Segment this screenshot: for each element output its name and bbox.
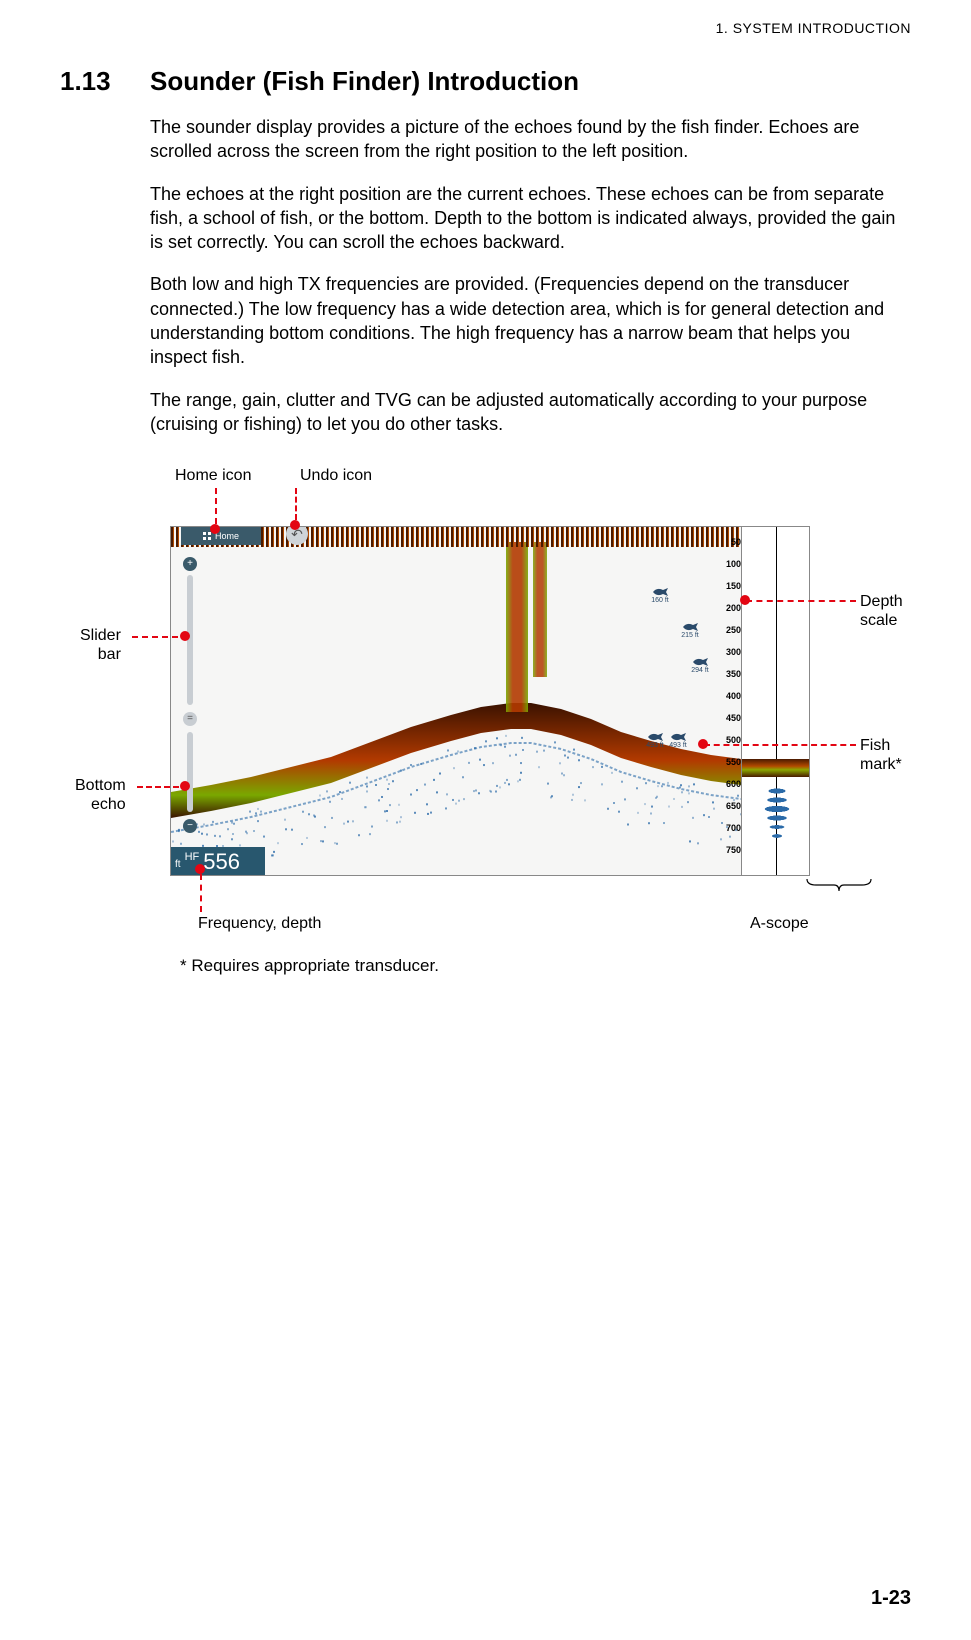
depth-value: 556: [203, 849, 240, 875]
callout-depth-scale: Depth scale: [860, 592, 903, 630]
depth-tick: 300: [726, 641, 741, 663]
leader-slider: [132, 636, 178, 638]
depth-scale: 5010015020025030035040045050055060065070…: [726, 531, 741, 861]
depth-tick: 400: [726, 685, 741, 707]
a-scope-panel: [741, 527, 810, 876]
callout-undo-icon: Undo icon: [300, 466, 372, 485]
a-scope-returns: [762, 785, 792, 845]
depth-tick: 550: [726, 751, 741, 773]
chapter-header: 1. SYSTEM INTRODUCTION: [60, 20, 911, 36]
depth-tick: 150: [726, 575, 741, 597]
leader-fish-mark: [704, 744, 856, 746]
a-scope-bottom-band: [742, 759, 810, 777]
fish-mark: 294 ft: [691, 657, 709, 674]
home-grid-icon: [203, 532, 211, 540]
sounder-screen[interactable]: Home + = − 50100150200250300350400450500…: [170, 526, 810, 876]
section-number: 1.13: [60, 66, 150, 97]
paragraph-3: Both low and high TX frequencies are pro…: [150, 272, 911, 369]
home-button[interactable]: Home: [181, 527, 261, 545]
slider-track-bottom[interactable]: [187, 732, 193, 812]
callout-a-scope: A-scope: [750, 914, 809, 933]
echo-canvas: [171, 527, 741, 876]
paragraph-4: The range, gain, clutter and TVG can be …: [150, 388, 911, 437]
frequency-mode: HF: [185, 851, 200, 863]
depth-tick: 500: [726, 729, 741, 751]
callout-home-icon: Home icon: [175, 466, 251, 485]
fish-mark: 493 ft: [669, 732, 687, 749]
depth-tick: 50: [726, 531, 741, 553]
home-label: Home: [215, 531, 239, 541]
zoom-in-button[interactable]: +: [183, 557, 197, 571]
leader-depth-scale: [746, 600, 856, 602]
slider-track-top[interactable]: [187, 575, 193, 705]
callout-bottom-echo: Bottom echo: [75, 776, 126, 814]
paragraph-2: The echoes at the right position are the…: [150, 182, 911, 255]
paragraph-1: The sounder display provides a picture o…: [150, 115, 911, 164]
depth-tick: 600: [726, 773, 741, 795]
fish-mark: 215 ft: [681, 622, 699, 639]
leader-home: [215, 488, 217, 524]
frequency-depth-readout[interactable]: ft HF 556: [171, 847, 265, 875]
depth-tick: 350: [726, 663, 741, 685]
slider-mid-button[interactable]: =: [183, 712, 197, 726]
callout-freq-depth: Frequency, depth: [198, 914, 321, 933]
zoom-out-button[interactable]: −: [183, 819, 197, 833]
depth-tick: 450: [726, 707, 741, 729]
depth-tick: 250: [726, 619, 741, 641]
transducer-footnote: * Requires appropriate transducer.: [180, 956, 439, 976]
fish-mark: 160 ft: [651, 587, 669, 604]
leader-undo: [295, 488, 297, 520]
callout-slider-bar: Slider bar: [80, 626, 121, 664]
depth-tick: 100: [726, 553, 741, 575]
depth-tick: 650: [726, 795, 741, 817]
depth-tick: 750: [726, 839, 741, 861]
a-scope-brace: [806, 878, 872, 892]
page-number: 1-23: [871, 1587, 911, 1610]
section-title: Sounder (Fish Finder) Introduction: [150, 66, 579, 97]
fish-mark: 493 ft: [646, 732, 664, 749]
leader-bottom: [137, 786, 179, 788]
leader-freq: [200, 874, 202, 912]
depth-unit: ft: [175, 859, 181, 870]
slider-bar[interactable]: + = −: [183, 557, 197, 837]
callout-fish-mark: Fish mark*: [860, 736, 902, 774]
depth-tick: 200: [726, 597, 741, 619]
sounder-figure: Home icon Undo icon Slider bar Bottom ec…: [90, 466, 950, 996]
depth-tick: 700: [726, 817, 741, 839]
